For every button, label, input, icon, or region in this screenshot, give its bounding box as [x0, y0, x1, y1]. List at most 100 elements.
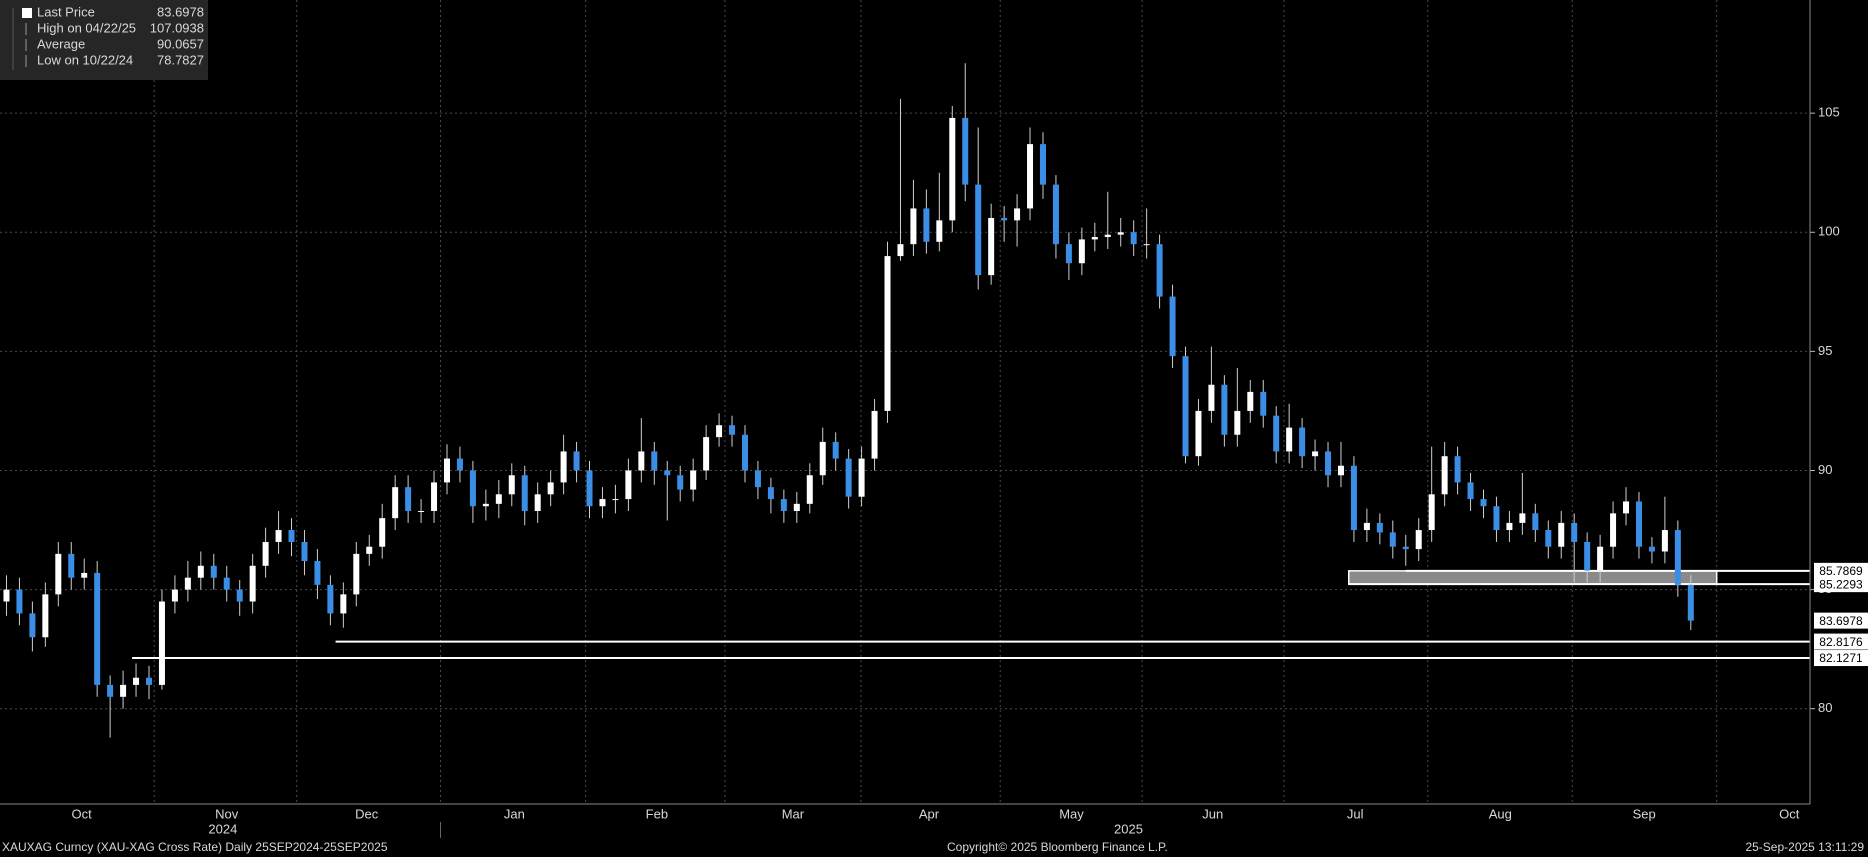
candle-body	[1441, 456, 1448, 495]
candle-body	[1454, 456, 1461, 483]
candle-body	[236, 589, 243, 602]
candle-body	[1312, 451, 1319, 457]
candle-body	[1648, 546, 1655, 552]
y-tick-label: 100	[1818, 224, 1840, 239]
candle-body	[741, 434, 748, 471]
x-tick-label: Jul	[1347, 806, 1364, 821]
candle-body	[754, 470, 761, 488]
level-zone	[1348, 570, 1718, 585]
candle-body	[418, 510, 425, 512]
candle-body	[29, 613, 36, 638]
candle-body	[767, 487, 774, 500]
candle-body	[1337, 465, 1344, 476]
candle-body	[560, 451, 567, 483]
candle-body	[729, 425, 736, 435]
candle-body	[1415, 530, 1422, 550]
level-label: 85.2293	[1819, 577, 1863, 591]
y-tick-label: 90	[1818, 462, 1832, 477]
candle-body	[1299, 427, 1306, 457]
candle-body	[962, 117, 969, 185]
x-tick-label: Aug	[1489, 806, 1512, 821]
candle-body	[1506, 522, 1513, 531]
candle-body	[1273, 415, 1280, 452]
candle-body	[1558, 522, 1565, 547]
candle-body	[288, 530, 295, 542]
year-label: 2025	[1114, 821, 1143, 836]
x-tick-label: Nov	[215, 806, 239, 821]
candle-body	[249, 565, 256, 602]
candle-body	[1014, 208, 1021, 221]
candle-body	[197, 565, 204, 578]
candle-body	[3, 589, 10, 602]
x-tick-label: Jan	[504, 806, 525, 821]
level-label: 82.8176	[1819, 635, 1863, 649]
candle-body	[133, 677, 140, 685]
candle-body	[469, 470, 476, 507]
candle-body	[677, 475, 684, 490]
candle-body	[1571, 522, 1578, 542]
candle-body	[871, 410, 878, 459]
candle-body	[275, 530, 282, 542]
footer-center: Copyright© 2025 Bloomberg Finance L.P.	[947, 840, 1168, 854]
legend-label: Last Price	[37, 4, 95, 19]
candle-body	[1169, 296, 1176, 357]
candle-body	[443, 458, 450, 483]
legend-icon	[22, 8, 32, 18]
candle-body	[1635, 501, 1642, 547]
candle-body	[1039, 144, 1046, 185]
candle-body	[690, 470, 697, 490]
legend-value: 78.7827	[157, 52, 204, 67]
candle-body	[1363, 522, 1370, 531]
candle-body	[495, 494, 502, 504]
candle-body	[638, 451, 645, 471]
candle-body	[1584, 541, 1591, 571]
candle-body	[1286, 427, 1293, 452]
candle-body	[1376, 522, 1383, 533]
candle-body	[210, 565, 217, 578]
x-tick-label: May	[1059, 806, 1084, 821]
candle-body	[1247, 391, 1254, 411]
x-tick-label: Feb	[646, 806, 668, 821]
x-tick-label: Sep	[1633, 806, 1656, 821]
candle-body	[107, 684, 114, 697]
level-label-box	[1814, 633, 1868, 650]
x-tick-label: Dec	[355, 806, 379, 821]
candle-body	[1467, 482, 1474, 500]
footer-right: 25-Sep-2025 13:11:29	[1745, 840, 1864, 854]
y-tick-label: 80	[1818, 700, 1832, 715]
candle-body	[145, 677, 152, 685]
candle-body	[910, 208, 917, 245]
candle-body	[1130, 232, 1137, 245]
candle-body	[184, 577, 191, 590]
level-label-box	[1814, 562, 1868, 579]
candle-body	[1052, 184, 1059, 245]
candle-body	[599, 499, 606, 507]
candle-body	[1623, 501, 1630, 514]
candle-body	[158, 601, 165, 685]
candle-body	[456, 458, 463, 471]
candle-body	[42, 594, 49, 638]
candle-body	[884, 256, 891, 411]
candle-body	[1519, 513, 1526, 523]
candle-body	[547, 482, 554, 495]
candle-body	[223, 577, 230, 590]
candle-body	[94, 572, 101, 685]
x-tick-label: Oct	[1779, 806, 1800, 821]
candle-body	[793, 503, 800, 511]
last-price-label-box	[1814, 612, 1868, 629]
candle-body	[521, 475, 528, 511]
candle-body	[1221, 384, 1228, 435]
candle-body	[366, 546, 373, 554]
candle-body	[16, 589, 23, 614]
level-label: 82.1271	[1819, 651, 1863, 665]
x-tick-label: Oct	[72, 806, 93, 821]
candle-body	[1350, 465, 1357, 531]
candle-body	[1117, 232, 1124, 235]
candle-body	[301, 541, 308, 562]
candle-body	[832, 441, 839, 459]
candle-body	[780, 499, 787, 511]
candle-body	[1428, 494, 1435, 531]
candle-body	[1325, 451, 1332, 476]
candle-body	[353, 553, 360, 595]
